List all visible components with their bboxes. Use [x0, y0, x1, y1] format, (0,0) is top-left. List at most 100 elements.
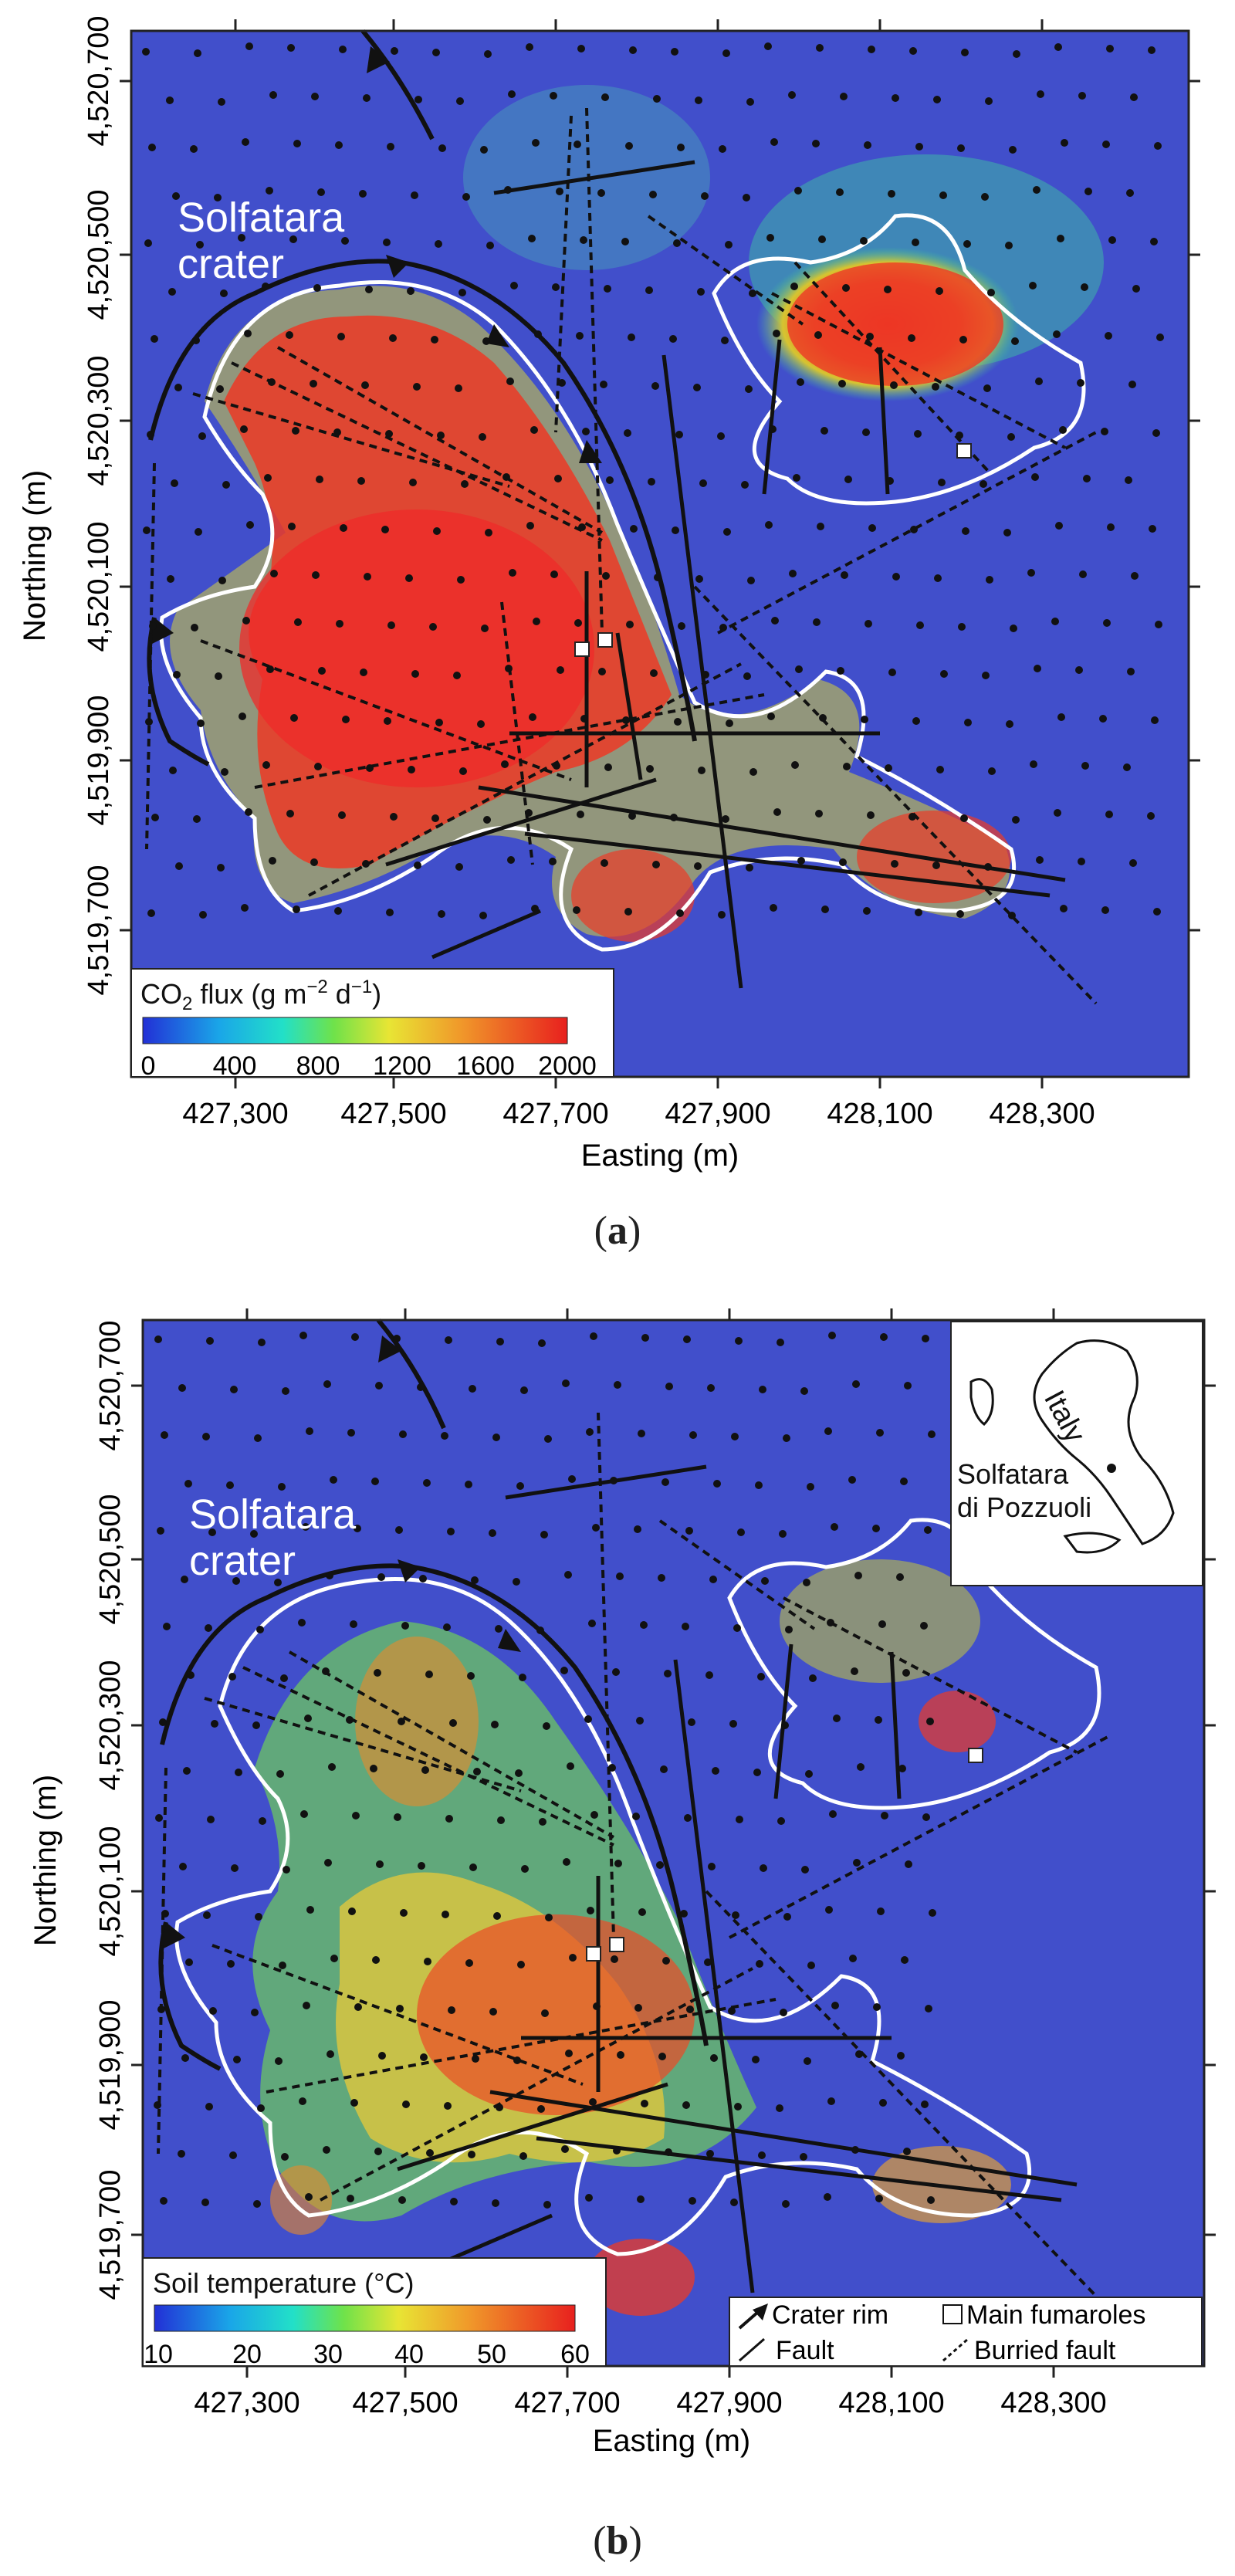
sample-point	[734, 2103, 742, 2111]
sample-point	[654, 574, 661, 581]
sample-point	[179, 1863, 187, 1870]
sample-point	[676, 909, 684, 917]
sample-point	[407, 287, 414, 295]
heat-layer	[131, 31, 1189, 1077]
sample-point	[896, 1573, 904, 1581]
colorbar-a: CO2 flux (g m−2 d−1) 0 400 800 1200 1600…	[130, 968, 614, 1081]
sample-point	[279, 1962, 286, 1969]
y-tick-label: 4,520,100	[83, 521, 115, 652]
sample-point	[389, 334, 397, 342]
y-tick-label: 4,520,100	[94, 1826, 127, 1956]
sample-point	[582, 428, 590, 435]
sample-point	[419, 1575, 427, 1582]
sample-point	[159, 1718, 167, 1726]
sample-point	[218, 577, 226, 584]
sample-point	[266, 187, 273, 195]
sample-point	[505, 665, 513, 672]
sample-point	[1101, 906, 1109, 914]
sample-point	[678, 622, 685, 630]
sample-point	[245, 42, 253, 50]
sample-point	[491, 1721, 499, 1728]
sample-point	[377, 1573, 385, 1581]
sample-point	[1055, 522, 1063, 530]
sample-point	[372, 1956, 380, 1964]
sample-point	[381, 526, 389, 533]
inset-site-label-line1: Solfatara	[957, 1458, 1069, 1490]
colorbar-tick: 800	[296, 1051, 340, 1081]
sample-point	[393, 1335, 401, 1342]
sample-point	[863, 907, 871, 915]
sample-point	[484, 50, 492, 58]
sample-point	[586, 1428, 594, 1436]
sample-point	[1057, 235, 1064, 242]
sample-point	[880, 1333, 888, 1341]
anomaly-contour	[159, 280, 1017, 952]
sample-point	[704, 1958, 712, 1966]
sample-point	[1103, 619, 1111, 627]
sample-point	[614, 1860, 622, 1867]
sample-point	[306, 1427, 313, 1435]
sample-point	[1123, 763, 1131, 771]
sample-point	[268, 378, 276, 386]
sample-point	[604, 763, 612, 771]
sample-point	[351, 1333, 359, 1341]
sample-point	[689, 2197, 696, 2205]
sample-point	[493, 1912, 501, 1920]
sample-point	[472, 2055, 479, 2063]
sample-point	[759, 1386, 766, 1393]
sample-point	[958, 623, 966, 631]
sample-point	[398, 2196, 406, 2204]
sample-point	[710, 2054, 718, 2062]
sample-point	[1099, 715, 1107, 723]
x-tick-label: 428,300	[1000, 2387, 1106, 2419]
sample-point	[755, 1481, 763, 1489]
sample-point	[246, 521, 254, 529]
sample-point	[391, 47, 398, 55]
sample-point	[683, 1335, 691, 1343]
sample-point	[209, 2007, 217, 2015]
sample-point	[574, 140, 581, 148]
fumarole-marker	[968, 1748, 983, 1763]
fumarole-marker	[956, 443, 972, 459]
sample-point	[569, 1954, 577, 1962]
sample-point	[496, 1338, 504, 1346]
sample-point	[199, 911, 207, 919]
sample-point	[288, 523, 296, 530]
sample-point	[531, 905, 539, 912]
caption-b: (b)	[593, 2519, 642, 2563]
sample-point	[550, 92, 557, 100]
sample-point	[852, 1380, 860, 1388]
sample-point	[641, 1334, 649, 1342]
sample-point	[1131, 572, 1139, 580]
sample-point	[326, 1572, 333, 1579]
x-tick-label: 428,300	[989, 1098, 1095, 1130]
sample-point	[837, 667, 844, 675]
sample-point	[909, 47, 917, 55]
crater-label-line2: crater	[189, 1538, 296, 1584]
sample-point	[195, 528, 202, 536]
y-axis-label: Northing (m)	[18, 470, 52, 641]
sample-point	[1009, 146, 1017, 154]
sample-point	[477, 720, 485, 728]
sample-point	[697, 288, 705, 296]
sample-point	[431, 336, 438, 344]
sample-point	[621, 238, 629, 245]
sample-point	[322, 1667, 330, 1675]
sample-point	[456, 97, 464, 105]
sample-point	[988, 767, 996, 775]
sample-point	[706, 2150, 714, 2158]
sample-point	[521, 1865, 529, 1873]
sample-point	[458, 289, 466, 296]
sample-point	[354, 1525, 361, 1532]
sample-point	[144, 239, 152, 247]
sample-point	[155, 1814, 163, 1822]
sample-point	[857, 1763, 864, 1771]
sample-point	[211, 1720, 218, 1728]
sample-point	[767, 713, 775, 720]
sample-point	[831, 2002, 839, 2009]
sample-point	[328, 1763, 336, 1771]
sample-point	[860, 237, 868, 245]
sample-point	[160, 2197, 167, 2205]
sample-point	[598, 668, 606, 675]
sample-point	[764, 42, 772, 50]
